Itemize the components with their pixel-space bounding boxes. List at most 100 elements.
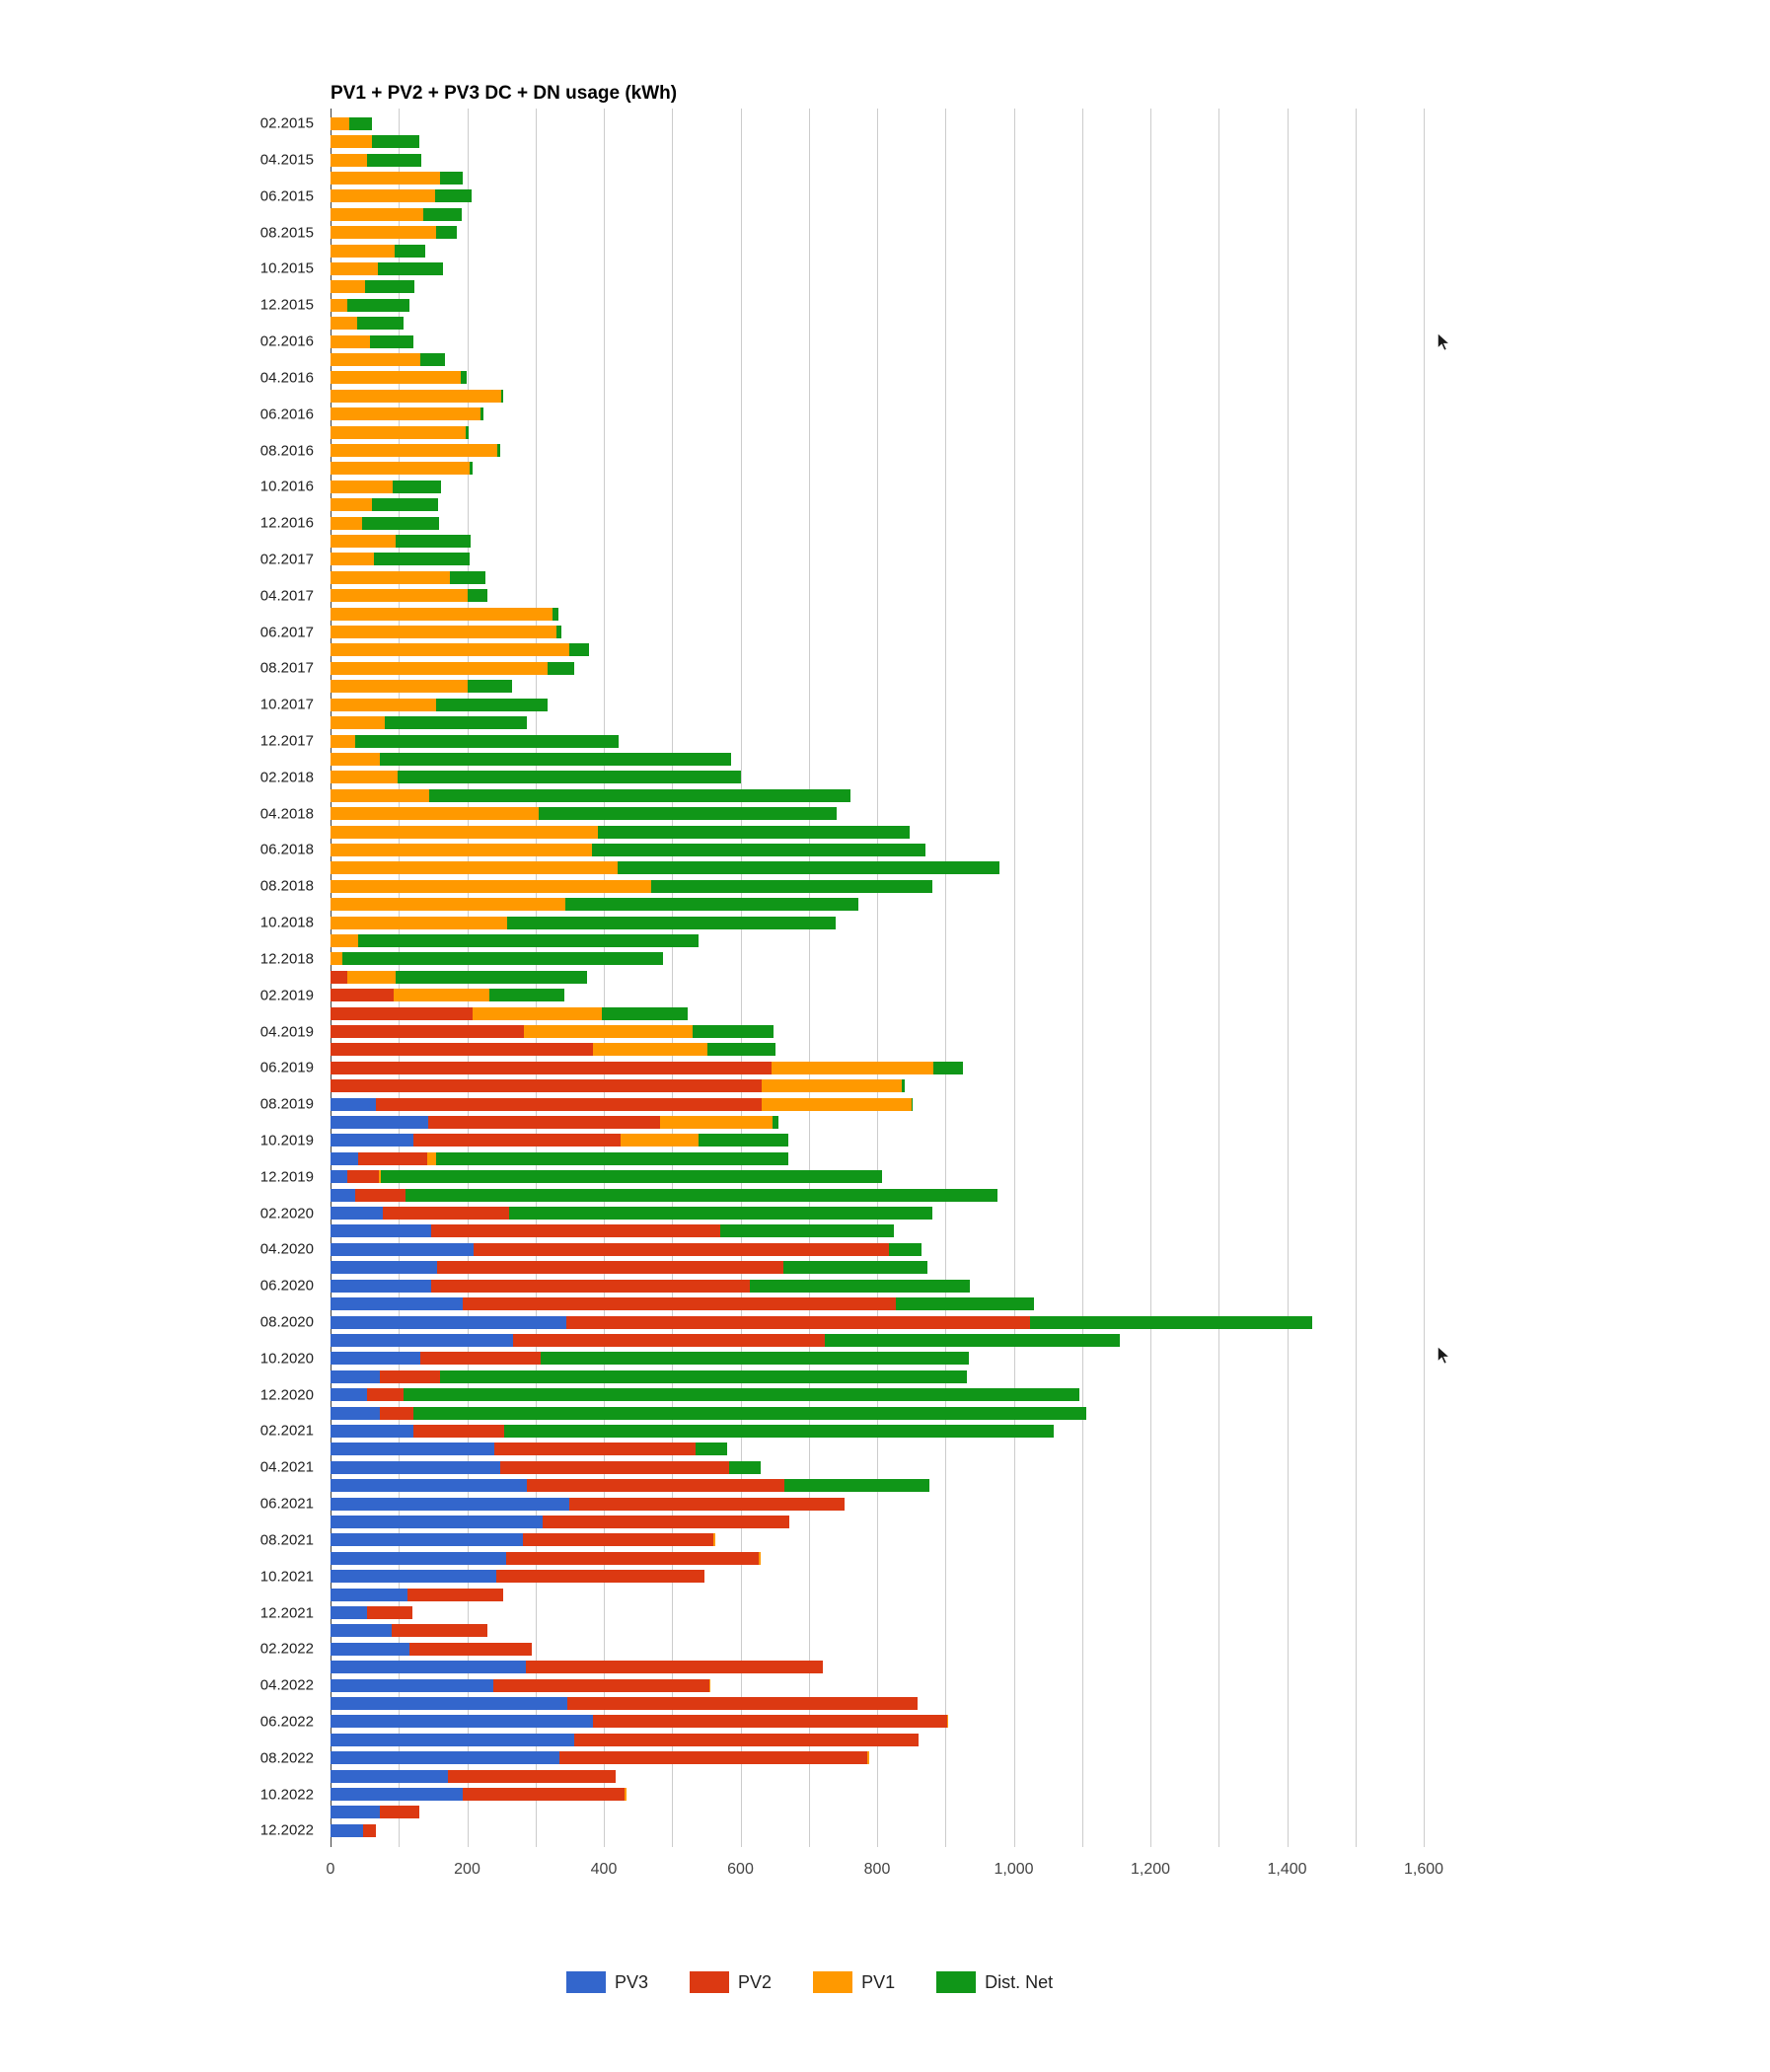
- bar-segment-pv1[interactable]: [331, 516, 362, 530]
- bar-segment-pv1[interactable]: [331, 298, 348, 312]
- bar-segment-pv2[interactable]: [463, 1297, 896, 1311]
- bar-segment-pv2[interactable]: [331, 989, 394, 1002]
- bar-segment-pv3[interactable]: [331, 1788, 463, 1802]
- bar-segment-pv1[interactable]: [331, 226, 437, 240]
- bar-segment-dist-net[interactable]: [450, 570, 486, 584]
- bar-segment-pv2[interactable]: [375, 1097, 762, 1111]
- bar-segment-pv1[interactable]: [331, 661, 548, 675]
- bar-segment-pv1[interactable]: [946, 1715, 948, 1729]
- bar-segment-dist-net[interactable]: [496, 444, 500, 458]
- bar-segment-pv2[interactable]: [568, 1497, 846, 1511]
- bar-segment-dist-net[interactable]: [501, 389, 504, 403]
- bar-segment-pv2[interactable]: [413, 1134, 622, 1147]
- bar-segment-pv3[interactable]: [331, 1606, 368, 1620]
- bar-segment-dist-net[interactable]: [366, 153, 422, 167]
- bar-segment-pv1[interactable]: [331, 189, 435, 203]
- bar-segment-pv3[interactable]: [331, 1479, 527, 1493]
- bar-segment-dist-net[interactable]: [341, 952, 664, 966]
- bar-segment-pv1[interactable]: [331, 462, 471, 476]
- bar-segment-pv1[interactable]: [761, 1079, 902, 1093]
- bar-segment-dist-net[interactable]: [420, 352, 445, 366]
- bar-segment-dist-net[interactable]: [824, 1333, 1120, 1347]
- bar-segment-dist-net[interactable]: [379, 752, 732, 766]
- bar-segment-dist-net[interactable]: [555, 626, 562, 639]
- bar-segment-dist-net[interactable]: [467, 680, 512, 694]
- bar-segment-pv1[interactable]: [331, 535, 396, 549]
- bar-segment-pv3[interactable]: [331, 1806, 380, 1819]
- bar-segment-pv1[interactable]: [331, 916, 507, 929]
- bar-segment-pv1[interactable]: [331, 153, 367, 167]
- bar-segment-pv1[interactable]: [331, 280, 366, 294]
- bar-segment-dist-net[interactable]: [397, 771, 742, 784]
- bar-segment-pv1[interactable]: [331, 589, 468, 603]
- bar-segment-dist-net[interactable]: [380, 1170, 882, 1184]
- bar-segment-pv1[interactable]: [331, 334, 371, 348]
- bar-segment-dist-net[interactable]: [372, 498, 438, 512]
- bar-segment-pv2[interactable]: [420, 1352, 541, 1366]
- bar-segment-pv2[interactable]: [499, 1460, 730, 1474]
- bar-segment-dist-net[interactable]: [374, 553, 471, 566]
- bar-segment-pv2[interactable]: [392, 1624, 487, 1638]
- bar-segment-pv3[interactable]: [331, 1715, 593, 1729]
- bar-segment-dist-net[interactable]: [434, 189, 473, 203]
- bar-segment-pv3[interactable]: [331, 1151, 359, 1165]
- bar-segment-pv1[interactable]: [427, 1151, 437, 1165]
- bar-segment-dist-net[interactable]: [365, 280, 415, 294]
- bar-segment-dist-net[interactable]: [370, 334, 414, 348]
- bar-segment-dist-net[interactable]: [553, 607, 559, 621]
- bar-segment-pv2[interactable]: [331, 1043, 593, 1057]
- bar-segment-pv3[interactable]: [331, 1352, 421, 1366]
- bar-segment-dist-net[interactable]: [439, 1369, 968, 1383]
- bar-segment-dist-net[interactable]: [617, 861, 999, 875]
- bar-segment-pv2[interactable]: [406, 1588, 504, 1601]
- bar-segment-pv1[interactable]: [331, 570, 451, 584]
- bar-segment-dist-net[interactable]: [539, 807, 838, 821]
- bar-segment-pv3[interactable]: [331, 1570, 497, 1584]
- bar-segment-pv1[interactable]: [331, 933, 358, 947]
- bar-segment-pv1[interactable]: [331, 444, 497, 458]
- bar-segment-dist-net[interactable]: [470, 462, 474, 476]
- bar-segment-pv2[interactable]: [379, 1369, 440, 1383]
- bar-segment-pv3[interactable]: [331, 1369, 380, 1383]
- bar-segment-dist-net[interactable]: [888, 1242, 922, 1256]
- bar-segment-pv1[interactable]: [625, 1788, 627, 1802]
- bar-segment-pv1[interactable]: [331, 952, 342, 966]
- bar-segment-dist-net[interactable]: [393, 480, 442, 493]
- bar-segment-dist-net[interactable]: [503, 1424, 1055, 1438]
- bar-segment-dist-net[interactable]: [395, 244, 425, 258]
- bar-segment-dist-net[interactable]: [371, 135, 420, 149]
- bar-segment-pv3[interactable]: [331, 1624, 393, 1638]
- bar-segment-dist-net[interactable]: [357, 933, 699, 947]
- bar-segment-pv3[interactable]: [331, 1224, 432, 1238]
- bar-segment-pv3[interactable]: [331, 1333, 513, 1347]
- bar-segment-pv2[interactable]: [592, 1715, 947, 1729]
- bar-segment-dist-net[interactable]: [436, 1151, 788, 1165]
- bar-segment-pv1[interactable]: [867, 1751, 869, 1765]
- bar-segment-pv1[interactable]: [708, 1678, 710, 1692]
- bar-segment-dist-net[interactable]: [699, 1134, 788, 1147]
- bar-segment-pv1[interactable]: [331, 498, 373, 512]
- bar-segment-pv1[interactable]: [331, 698, 436, 711]
- bar-segment-dist-net[interactable]: [466, 425, 469, 439]
- bar-segment-dist-net[interactable]: [354, 734, 620, 748]
- bar-segment-pv1[interactable]: [331, 371, 462, 385]
- bar-segment-pv2[interactable]: [358, 1151, 428, 1165]
- bar-segment-pv3[interactable]: [331, 1297, 464, 1311]
- bar-segment-pv1[interactable]: [771, 1061, 933, 1074]
- bar-segment-pv3[interactable]: [331, 1515, 543, 1528]
- bar-segment-pv3[interactable]: [331, 1642, 409, 1656]
- bar-segment-pv2[interactable]: [367, 1388, 405, 1402]
- bar-segment-pv1[interactable]: [759, 1551, 761, 1565]
- bar-segment-pv1[interactable]: [331, 389, 502, 403]
- bar-segment-dist-net[interactable]: [783, 1479, 929, 1493]
- bar-segment-pv3[interactable]: [331, 1460, 500, 1474]
- bar-segment-pv3[interactable]: [331, 1207, 384, 1221]
- bar-segment-dist-net[interactable]: [429, 788, 850, 802]
- bar-segment-pv3[interactable]: [331, 1588, 407, 1601]
- bar-segment-pv2[interactable]: [462, 1788, 626, 1802]
- bar-segment-pv2[interactable]: [331, 1061, 772, 1074]
- bar-segment-pv1[interactable]: [331, 861, 618, 875]
- bar-segment-pv1[interactable]: [331, 643, 569, 657]
- bar-segment-pv2[interactable]: [408, 1642, 533, 1656]
- bar-segment-dist-net[interactable]: [601, 1006, 689, 1020]
